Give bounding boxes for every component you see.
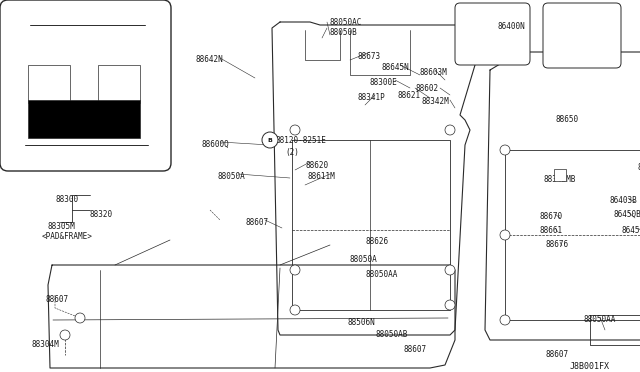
- Text: 88611M: 88611M: [308, 172, 336, 181]
- Text: 88607: 88607: [45, 295, 68, 304]
- Text: 88645N: 88645N: [381, 63, 409, 72]
- Circle shape: [75, 313, 85, 323]
- Text: (2): (2): [285, 148, 299, 157]
- Text: 88342MB: 88342MB: [543, 175, 575, 184]
- Circle shape: [445, 300, 455, 310]
- Text: 88607: 88607: [545, 350, 568, 359]
- Text: 88603MA: 88603MA: [638, 163, 640, 172]
- Text: 86403B: 86403B: [610, 196, 637, 205]
- Text: 88320: 88320: [90, 210, 113, 219]
- Circle shape: [290, 305, 300, 315]
- Text: 88626: 88626: [365, 237, 388, 246]
- Text: 88607: 88607: [404, 345, 427, 354]
- Text: 88304M: 88304M: [32, 340, 60, 349]
- Circle shape: [445, 265, 455, 275]
- Text: 88670: 88670: [540, 212, 563, 221]
- Circle shape: [445, 125, 455, 135]
- Text: 88050A: 88050A: [218, 172, 246, 181]
- Text: 88650: 88650: [556, 115, 579, 124]
- Text: J8B001FX: J8B001FX: [570, 362, 610, 371]
- Text: B8120-8251E: B8120-8251E: [275, 136, 326, 145]
- FancyBboxPatch shape: [0, 0, 171, 171]
- Text: 86450B: 86450B: [613, 210, 640, 219]
- Text: 88602: 88602: [416, 84, 439, 93]
- Text: 88305M: 88305M: [47, 222, 75, 231]
- Text: 88600Q: 88600Q: [202, 140, 230, 149]
- Text: 88676: 88676: [545, 240, 568, 249]
- Text: 88050A: 88050A: [350, 255, 378, 264]
- Text: 88642N: 88642N: [195, 55, 223, 64]
- Text: 88050AC: 88050AC: [330, 18, 362, 27]
- Circle shape: [290, 125, 300, 135]
- Circle shape: [290, 265, 300, 275]
- Text: 88050B: 88050B: [330, 28, 358, 37]
- Text: 88300: 88300: [55, 195, 78, 204]
- Text: <PAD&FRAME>: <PAD&FRAME>: [42, 232, 93, 241]
- Text: 88050AA: 88050AA: [366, 270, 398, 279]
- Text: 88607: 88607: [245, 218, 268, 227]
- Text: 88050AA: 88050AA: [583, 315, 616, 324]
- Bar: [28, 100, 140, 138]
- Circle shape: [262, 132, 278, 148]
- Bar: [98, 65, 140, 103]
- Text: 88620: 88620: [305, 161, 328, 170]
- Text: 86450B: 86450B: [622, 226, 640, 235]
- FancyBboxPatch shape: [543, 3, 621, 68]
- Text: 88341P: 88341P: [358, 93, 386, 102]
- Text: 88661: 88661: [540, 226, 563, 235]
- Text: 88050AB: 88050AB: [375, 330, 408, 339]
- Circle shape: [500, 315, 510, 325]
- Circle shape: [500, 145, 510, 155]
- Text: 88673: 88673: [357, 52, 380, 61]
- Text: 88342M: 88342M: [422, 97, 450, 106]
- Bar: [554, 169, 566, 181]
- Text: 88506N: 88506N: [348, 318, 376, 327]
- Text: 88621: 88621: [398, 91, 421, 100]
- Circle shape: [500, 230, 510, 240]
- Text: 88603M: 88603M: [420, 68, 448, 77]
- Bar: [28, 65, 70, 103]
- Text: B: B: [268, 138, 273, 142]
- Circle shape: [60, 330, 70, 340]
- Text: 86400N: 86400N: [497, 22, 525, 31]
- Text: 88300E: 88300E: [370, 78, 397, 87]
- FancyBboxPatch shape: [455, 3, 530, 65]
